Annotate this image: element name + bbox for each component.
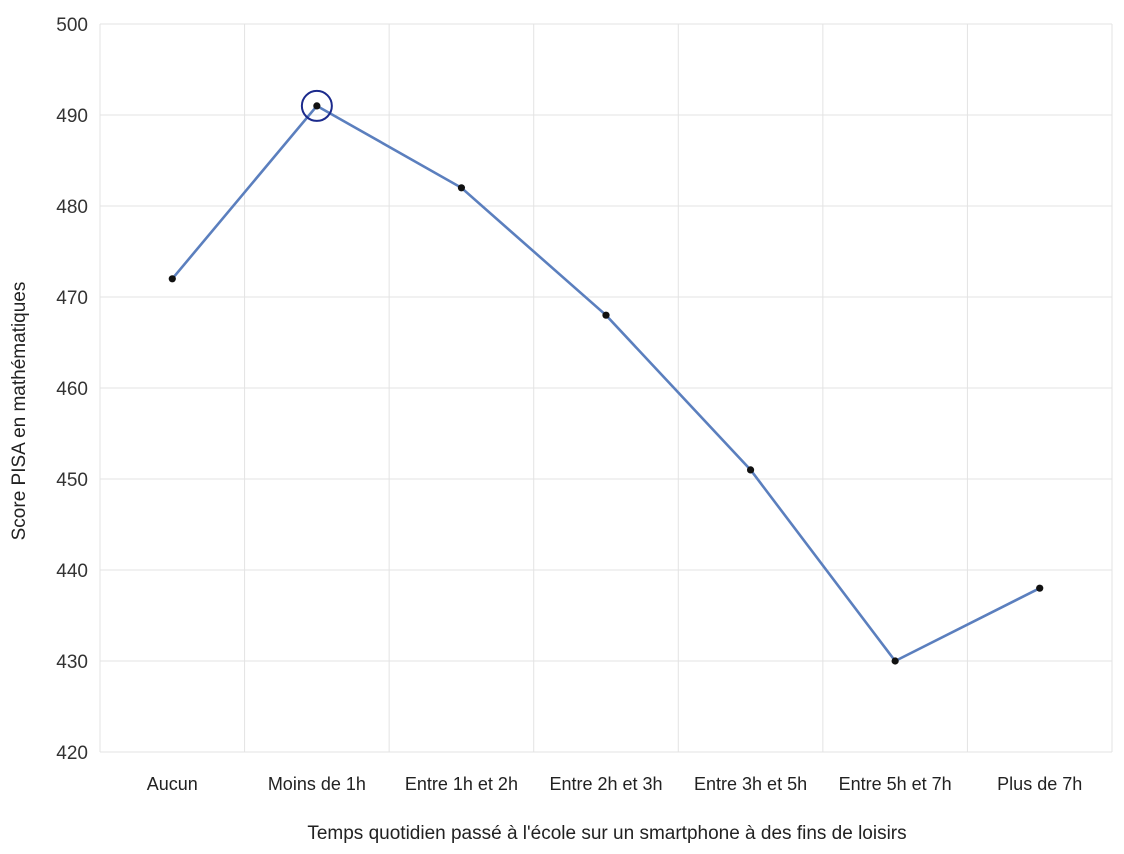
highlight-ring	[300, 89, 333, 122]
series	[171, 104, 1041, 663]
data-points	[168, 102, 1044, 665]
y-tick-label: 480	[56, 197, 88, 218]
data-point	[602, 311, 610, 319]
x-tick-label: Entre 1h et 2h	[405, 774, 518, 794]
x-tick-label: Entre 5h et 7h	[839, 774, 952, 794]
y-axis-ticks: 420 430 440 450 460 470 480 490 500	[56, 15, 88, 764]
data-point	[891, 657, 899, 665]
y-tick-label: 500	[56, 15, 88, 36]
data-point	[457, 184, 466, 192]
data-point	[168, 275, 176, 283]
series-line	[171, 104, 1041, 663]
grid	[99, 23, 1113, 753]
y-tick-label: 490	[56, 106, 88, 127]
x-tick-label: Moins de 1h	[268, 774, 366, 794]
x-axis-label: Temps quotidien passé à l'école sur un s…	[307, 823, 906, 844]
x-tick-label: Aucun	[147, 774, 198, 794]
x-tick-label: Entre 2h et 3h	[549, 774, 662, 794]
x-tick-label: Plus de 7h	[997, 774, 1082, 794]
data-point	[746, 466, 755, 474]
y-tick-label: 450	[56, 470, 88, 491]
x-tick-label: Entre 3h et 5h	[694, 774, 807, 794]
y-tick-label: 460	[56, 379, 88, 400]
y-tick-label: 440	[56, 561, 88, 582]
x-axis-ticks: Aucun Moins de 1h Entre 1h et 2h Entre 2h e…	[147, 774, 1082, 794]
data-point	[1036, 584, 1044, 592]
y-tick-label: 430	[56, 652, 88, 673]
y-axis-label: Score PISA en mathématiques	[9, 282, 30, 541]
y-tick-label: 470	[56, 288, 88, 309]
data-point	[313, 102, 321, 110]
highlight	[300, 89, 333, 122]
y-tick-label: 420	[56, 743, 88, 764]
